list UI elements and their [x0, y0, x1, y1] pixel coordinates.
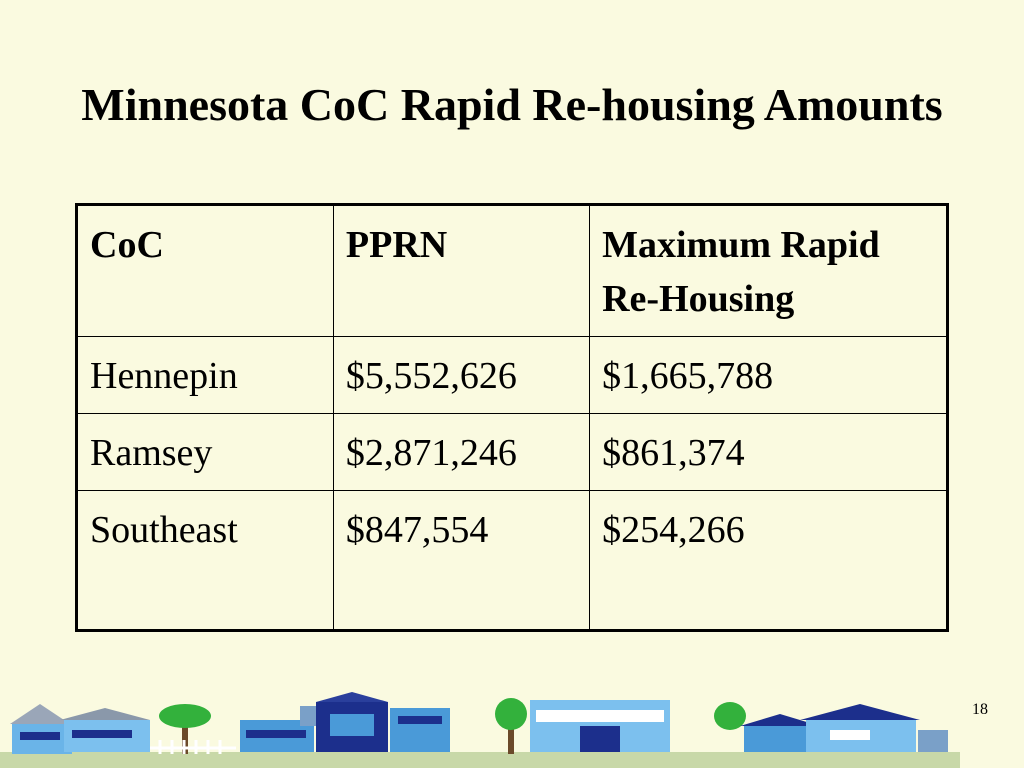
cell-coc: Ramsey [76, 413, 334, 491]
header-max-rapid-rehousing: Maximum Rapid Re-Housing [589, 204, 948, 337]
page-number: 18 [972, 701, 988, 718]
town-street-scene-icon [0, 692, 960, 768]
cell-max-rapid: $1,665,788 [589, 336, 948, 414]
cell-pprn: $2,871,246 [332, 413, 591, 491]
cell-pprn: $5,552,626 [332, 336, 591, 414]
header-coc: CoC [76, 204, 334, 337]
cell-pprn: $847,554 [332, 490, 591, 631]
cell-max-rapid: $861,374 [589, 413, 948, 491]
table-header-row: CoC PPRN Maximum Rapid Re-Housing [76, 204, 948, 337]
table-row: Ramsey $2,871,246 $861,374 [76, 413, 948, 491]
table-row: Hennepin $5,552,626 $1,665,788 [76, 336, 948, 414]
cell-coc: Hennepin [76, 336, 334, 414]
page-title: Minnesota CoC Rapid Re-housing Amounts [81, 79, 943, 130]
header-pprn: PPRN [332, 204, 591, 337]
cell-coc: Southeast [76, 490, 334, 631]
cell-max-rapid: $254,266 [589, 490, 948, 631]
rapid-rehousing-table: CoC PPRN Maximum Rapid Re-Housing Hennep… [75, 203, 949, 632]
table-row: Southeast $847,554 $254,266 [76, 490, 948, 631]
